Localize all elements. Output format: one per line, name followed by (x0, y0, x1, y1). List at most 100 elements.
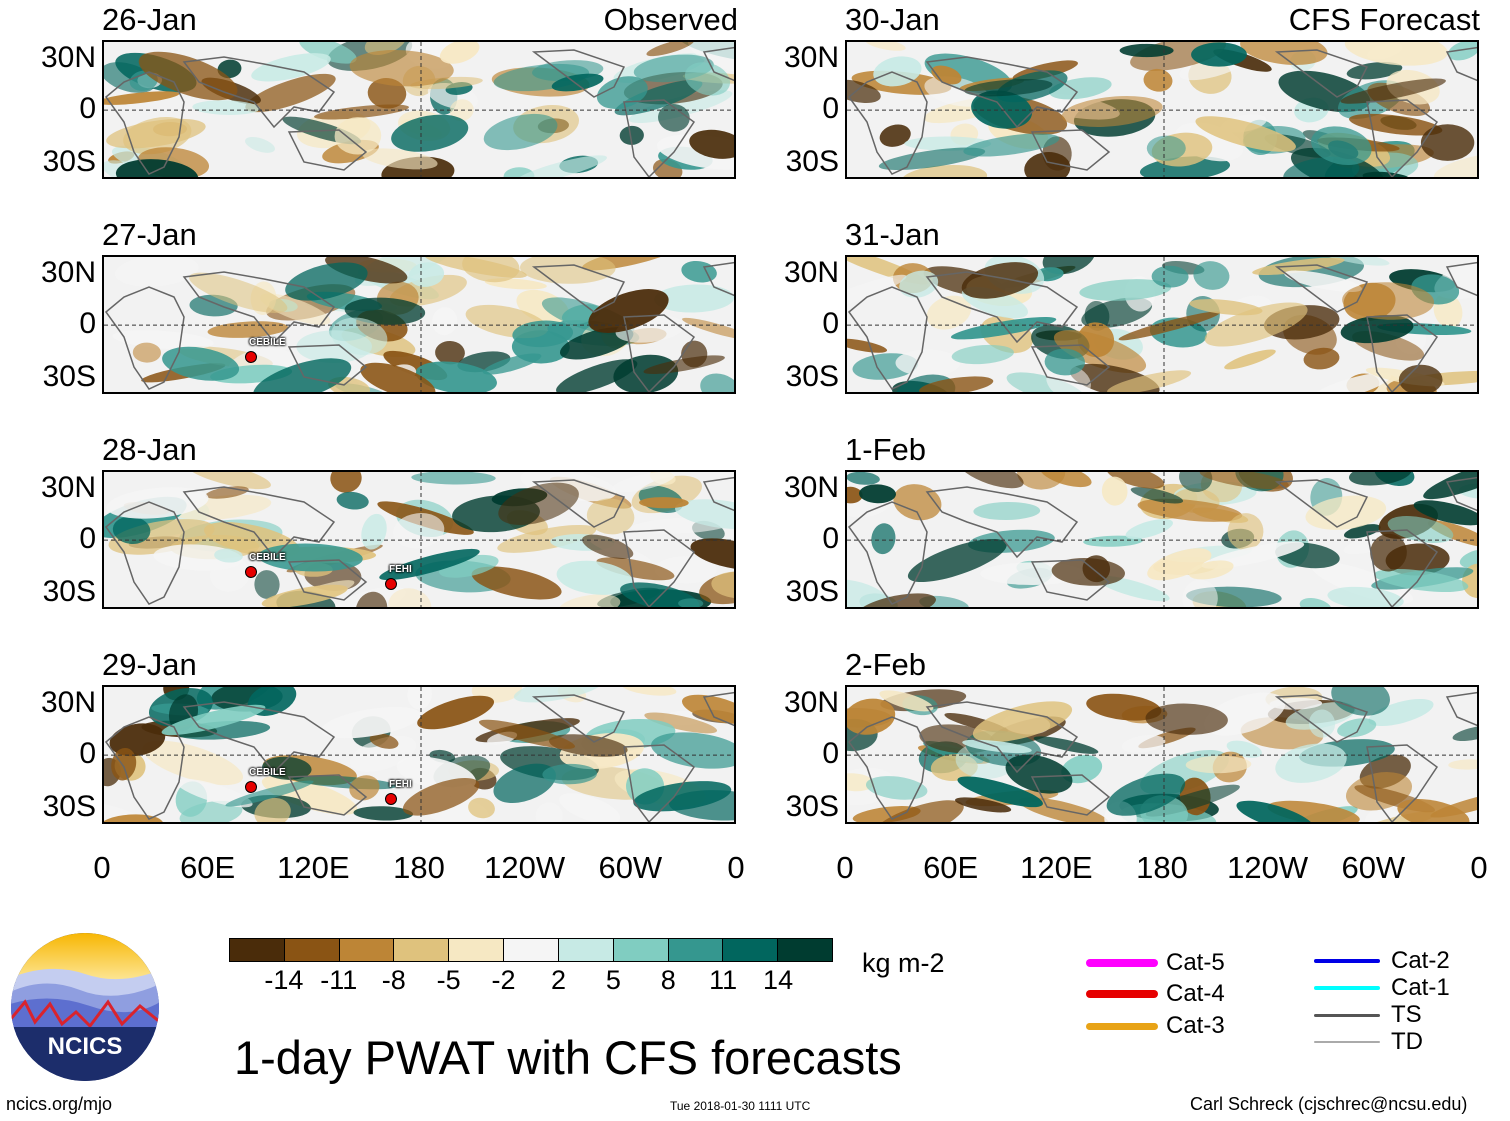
pwat-anomaly (214, 548, 243, 563)
pwat-anomaly (503, 167, 535, 177)
lat-label: 30N (40, 471, 96, 504)
coastline (925, 701, 1079, 774)
lat-label: 30S (785, 575, 839, 608)
lon-label-right: 120E (1020, 850, 1093, 885)
pwat-map-left-3: CEBILE FEHI (102, 685, 736, 824)
pwat-anomaly (1130, 42, 1227, 71)
lat-label: 30N (783, 471, 839, 504)
pwat-anomaly (1146, 135, 1186, 161)
lat-label: 0 (822, 522, 839, 555)
pwat-anomaly (895, 349, 961, 377)
colorbar-swatch (393, 939, 449, 961)
pwat-anomaly (1311, 126, 1372, 166)
pwat-anomaly (689, 129, 734, 159)
coastline (287, 129, 368, 171)
pwat-anomaly (1044, 348, 1085, 376)
pwat-anomaly (901, 164, 988, 177)
pwat-anomaly (1346, 62, 1403, 80)
pwat-anomaly (415, 361, 497, 392)
coastline (182, 56, 336, 129)
pwat-anomaly (1331, 687, 1390, 716)
coastline (1274, 479, 1369, 528)
colorbar (229, 938, 833, 962)
pwat-anomaly (582, 534, 634, 559)
storm-marker (245, 781, 257, 793)
pwat-anomaly (711, 571, 734, 599)
pwat-anomaly (1195, 116, 1296, 152)
colorbar-tick: 11 (709, 965, 738, 995)
pwat-anomaly (493, 763, 556, 804)
pwat-anomaly (512, 320, 574, 348)
legend-label: Cat-3 (1166, 1012, 1225, 1039)
pwat-anomaly (1420, 124, 1475, 161)
lat-label: 30N (783, 41, 839, 74)
coastline (1366, 744, 1439, 822)
pwat-anomaly (483, 113, 558, 151)
footer-url[interactable]: ncics.org/mjo (6, 1094, 113, 1114)
coastline (1366, 99, 1439, 177)
pwat-anomaly (678, 598, 704, 607)
pwat-anomaly (1284, 270, 1362, 293)
pwat-anomaly (644, 712, 718, 734)
pwat-anomaly (1079, 279, 1172, 301)
colorbar-tick: -11 (320, 965, 358, 995)
pwat-anomaly (596, 557, 675, 581)
pwat-anomaly (1191, 42, 1247, 67)
lon-label-left: 120E (277, 850, 350, 885)
footer-timestamp: Tue 2018-01-30 1111 UTC (670, 1099, 811, 1113)
pwat-anomaly (1118, 311, 1221, 341)
coastline (925, 56, 1079, 129)
storm-marker (245, 351, 257, 363)
lon-label-left: 120W (484, 850, 566, 885)
pwat-anomaly (253, 358, 352, 392)
storm-label: FEHI (389, 564, 412, 575)
colorbar-tick: 8 (660, 965, 676, 995)
pwat-anomaly (349, 775, 380, 801)
pwat-anomaly (498, 482, 579, 526)
pwat-anomaly (1101, 476, 1128, 506)
colorbar-swatch (557, 939, 613, 961)
pwat-anomaly (132, 342, 161, 363)
lat-label: 30S (42, 790, 96, 823)
pwat-anomaly (973, 501, 1041, 521)
pwat-anomaly (1275, 743, 1347, 783)
legend-line-cat-3 (1086, 1022, 1158, 1030)
pwat-anomaly (112, 330, 214, 350)
forecast-label: CFS Forecast (1288, 2, 1480, 37)
coastline (623, 99, 696, 177)
pwat-anomaly (1337, 718, 1377, 738)
coastline (623, 314, 696, 392)
lat-label: 30N (783, 256, 839, 289)
pwat-anomaly (520, 257, 616, 284)
pwat-anomaly (684, 62, 731, 96)
pwat-anomaly (1452, 725, 1477, 742)
coastline (925, 486, 1079, 559)
lat-label: 30N (40, 41, 96, 74)
pwat-anomaly (1342, 282, 1435, 320)
pwat-anomaly (1145, 703, 1228, 735)
lat-label: 30S (785, 145, 839, 178)
legend-line-cat-2 (1314, 959, 1380, 963)
pwat-anomaly (690, 538, 734, 570)
pwat-anomaly (417, 695, 495, 730)
coastline (104, 71, 185, 175)
panel-date-right-1: 31-Jan (845, 217, 940, 252)
pwat-anomaly (639, 497, 689, 509)
pwat-anomaly (1349, 472, 1412, 486)
pwat-anomaly (847, 472, 880, 485)
colorbar-tick: 2 (550, 965, 566, 995)
coastline (1274, 49, 1369, 98)
colorbar-swatch (283, 939, 339, 961)
pwat-anomaly (1310, 372, 1391, 392)
pwat-anomaly (1053, 330, 1147, 374)
colorbar-swatch (722, 939, 778, 961)
legend-line-td (1314, 1041, 1380, 1043)
lon-label-left: 0 (727, 850, 745, 885)
pwat-anomaly (1125, 519, 1173, 539)
storm-marker (245, 566, 257, 578)
coastline (847, 501, 928, 605)
pwat-anomaly (1267, 800, 1360, 822)
panel-date-right-3: 2-Feb (845, 647, 926, 682)
colorbar-tick: -8 (381, 965, 406, 995)
pwat-anomaly (556, 560, 633, 595)
